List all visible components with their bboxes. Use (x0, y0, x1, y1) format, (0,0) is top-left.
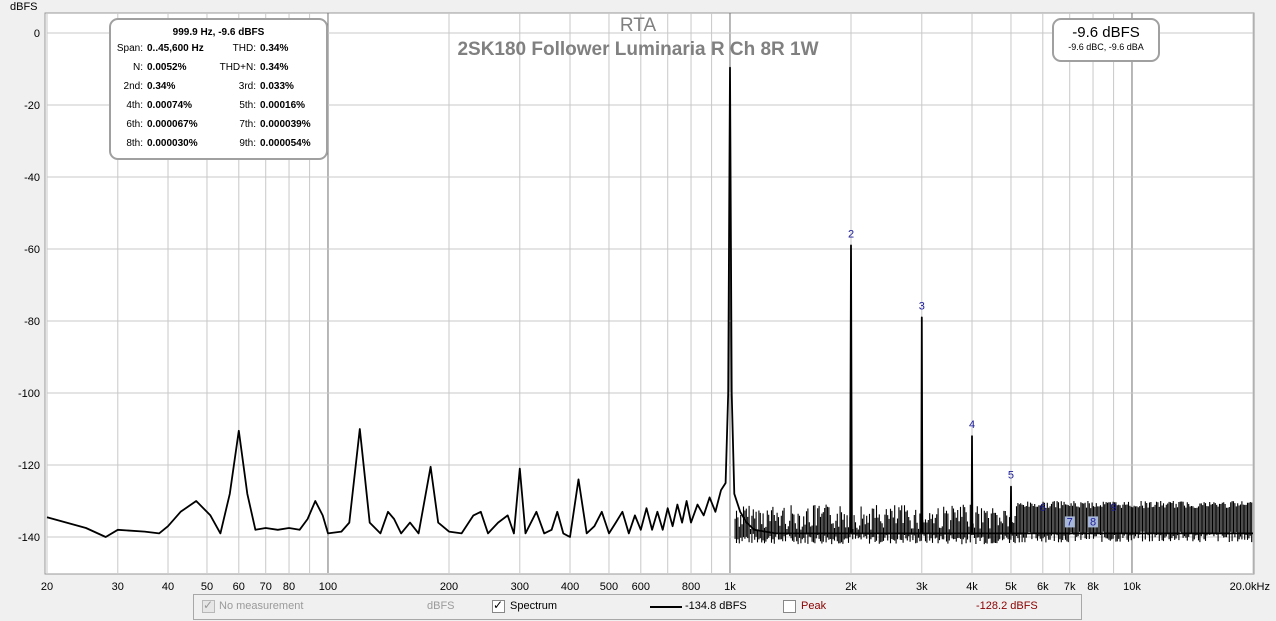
info-row: 2nd: 0.34% 3rd: 0.033% (111, 81, 326, 100)
spectrum-series-line (46, 66, 1253, 538)
x-tick-label: 10k (1123, 581, 1141, 590)
info-label: 5th: (239, 100, 256, 111)
info-value: 0.00016% (260, 100, 306, 111)
x-tick-label: 20.0kHz (1230, 581, 1270, 590)
info-value: 0.00074% (147, 100, 193, 111)
legend-bar: No measurement dBFS Spectrum -134.8 dBFS… (193, 594, 1082, 620)
info-label: 6th: (126, 119, 143, 130)
x-tick-label: 6k (1037, 581, 1049, 590)
y-tick-label: -100 (18, 388, 40, 400)
y-tick-label: -60 (24, 244, 40, 256)
info-value: 0.000067% (147, 119, 198, 130)
info-row: 8th: 0.000030% 9th: 0.000054% (111, 138, 326, 157)
y-tick-label: -40 (24, 172, 40, 184)
x-tick-label: 600 (632, 581, 650, 590)
x-tick-label: 60 (233, 581, 245, 590)
info-value: 0.34% (260, 62, 289, 73)
harmonic-marker-label: 9 (1111, 502, 1117, 514)
x-tick-label: 1k (724, 581, 736, 590)
y-tick-label: -20 (24, 100, 40, 112)
harmonic-marker-label: 8 (1090, 516, 1096, 528)
info-label: 3rd: (238, 81, 256, 92)
x-tick-label: 40 (162, 581, 174, 590)
x-axis: 20 30 40 50 60 70 80 100 200 300 400 500 600 800 1k 2k 3… (41, 581, 1270, 590)
chart-title: RTA (620, 15, 657, 36)
info-value: 0.000054% (260, 138, 311, 149)
x-tick-label: 5k (1005, 581, 1017, 590)
x-tick-label: 3k (916, 581, 928, 590)
x-tick-label: 8k (1087, 581, 1099, 590)
spectrum-label: Spectrum (510, 600, 558, 612)
y-tick-label: -120 (18, 460, 40, 472)
peak-value: -128.2 dBFS (976, 600, 1038, 612)
info-value: 0.000030% (147, 138, 198, 149)
distortion-info-box: 999.9 Hz, -9.6 dBFS Span: 0..45,600 Hz THD… (109, 18, 328, 160)
info-label: 9th: (239, 138, 256, 149)
info-value: 0.34% (147, 81, 176, 92)
x-tick-label: 80 (283, 581, 295, 590)
info-row: N: 0.0052% THD+N: 0.34% (111, 62, 326, 81)
x-tick-label: 200 (440, 581, 458, 590)
level-weighted: -9.6 dBC, -9.6 dBA (1068, 42, 1144, 52)
no-measurement-label: No measurement (219, 600, 304, 612)
harmonic-marker-bg (1088, 516, 1099, 528)
info-label: 8th: (126, 138, 143, 149)
info-row: 6th: 0.000067% 7th: 0.000039% (111, 119, 326, 138)
harmonic-markers: 2 3 4 5 6 7 8 9 (848, 228, 1117, 528)
info-value: 0.000039% (260, 119, 311, 130)
x-tick-label: 7k (1064, 581, 1076, 590)
x-tick-label: 300 (511, 581, 529, 590)
info-label: THD+N: (219, 62, 256, 73)
no-measurement-unit: dBFS (427, 600, 455, 612)
peak-label: Peak (801, 600, 827, 612)
y-axis: 0 -20 -40 -60 -80 -100 -120 -140 (18, 28, 40, 544)
info-value: 0.033% (260, 81, 294, 92)
spectrum-checkbox[interactable] (492, 598, 505, 613)
info-label: Span: (116, 43, 143, 54)
harmonic-marker-bg (1064, 516, 1075, 528)
info-row: 4th: 0.00074% 5th: 0.00016% (111, 100, 326, 119)
level-readout: -9.6 dBFS -9.6 dBC, -9.6 dBA (1052, 18, 1160, 62)
info-label: THD: (232, 43, 256, 54)
info-label: N: (133, 62, 143, 73)
harmonic-marker-label: 2 (848, 228, 854, 240)
y-tick-label: -140 (18, 532, 40, 544)
harmonic-marker-label: 6 (1040, 502, 1046, 514)
x-tick-label: 20 (41, 581, 53, 590)
y-axis-label: dBFS (10, 1, 38, 13)
chart-subtitle: 2SK180 Follower Luminaria R Ch 8R 1W (457, 39, 818, 60)
info-header: 999.9 Hz, -9.6 dBFS (172, 27, 265, 38)
spectrum-trace (46, 66, 1253, 538)
spectrum-line-swatch (650, 606, 682, 608)
spectrum-value: -134.8 dBFS (685, 600, 747, 612)
info-label: 7th: (239, 119, 256, 130)
x-tick-label: 400 (561, 581, 579, 590)
info-label: 4th: (126, 100, 143, 111)
info-row: Span: 0..45,600 Hz THD: 0.34% (111, 43, 326, 62)
x-tick-label: 100 (319, 581, 337, 590)
x-tick-label: 800 (682, 581, 700, 590)
y-tick-label: 0 (34, 28, 40, 40)
no-measurement-checkbox[interactable] (202, 598, 215, 613)
x-tick-label: 4k (966, 581, 978, 590)
x-tick-label: 500 (600, 581, 618, 590)
info-value: 0.0052% (147, 62, 187, 73)
harmonic-marker-label: 5 (1008, 470, 1014, 482)
peak-checkbox[interactable] (783, 600, 796, 613)
x-tick-label: 2k (845, 581, 857, 590)
level-main: -9.6 dBFS (1072, 24, 1140, 41)
info-value: 0..45,600 Hz (147, 43, 204, 54)
info-label: 2nd: (123, 81, 143, 92)
harmonic-marker-label: 4 (969, 419, 975, 431)
info-value: 0.34% (260, 43, 289, 54)
y-tick-label: -80 (24, 316, 40, 328)
x-tick-label: 30 (112, 581, 124, 590)
info-rows: Span: 0..45,600 Hz THD: 0.34% N: 0.0052% THD+N… (111, 43, 326, 157)
harmonic-marker-label: 3 (919, 300, 925, 312)
x-tick-label: 70 (260, 581, 272, 590)
harmonic-marker-label: 7 (1067, 516, 1073, 528)
x-tick-label: 50 (201, 581, 213, 590)
